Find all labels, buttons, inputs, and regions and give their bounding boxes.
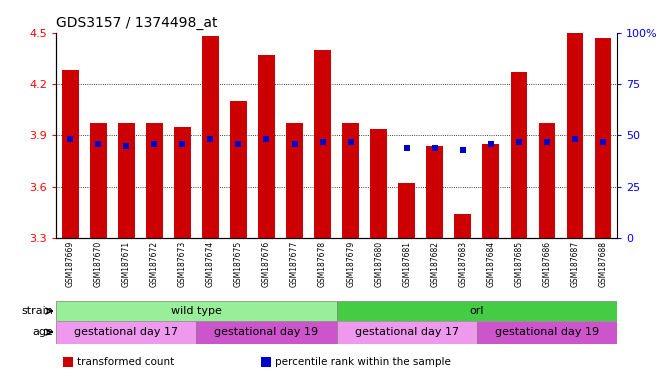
- Text: GSM187681: GSM187681: [402, 241, 411, 287]
- Point: [289, 141, 300, 147]
- Text: percentile rank within the sample: percentile rank within the sample: [275, 357, 451, 367]
- Bar: [337, 301, 617, 321]
- Bar: [197, 321, 337, 344]
- Point: [401, 145, 412, 151]
- Bar: [398, 183, 415, 238]
- Text: age: age: [32, 327, 53, 337]
- Point: [430, 145, 440, 151]
- Point: [513, 139, 524, 145]
- Bar: [595, 38, 611, 238]
- Text: strain: strain: [21, 306, 53, 316]
- Bar: [174, 127, 191, 238]
- Text: gestational day 19: gestational day 19: [214, 327, 319, 337]
- Point: [457, 147, 468, 153]
- Bar: [370, 129, 387, 238]
- Bar: [117, 123, 135, 238]
- Text: GSM187670: GSM187670: [94, 241, 103, 288]
- Text: GSM187674: GSM187674: [206, 241, 215, 288]
- Point: [261, 136, 272, 142]
- Text: GSM187669: GSM187669: [65, 241, 75, 288]
- Bar: [286, 123, 303, 238]
- Bar: [62, 70, 79, 238]
- Text: GSM187683: GSM187683: [458, 241, 467, 287]
- Text: GSM187686: GSM187686: [543, 241, 552, 287]
- Bar: [202, 36, 218, 238]
- Text: wild type: wild type: [171, 306, 222, 316]
- Bar: [56, 301, 337, 321]
- Text: gestational day 19: gestational day 19: [495, 327, 599, 337]
- Bar: [56, 321, 197, 344]
- Text: orl: orl: [470, 306, 484, 316]
- Text: GSM187688: GSM187688: [599, 241, 608, 287]
- Bar: [258, 55, 275, 238]
- Bar: [566, 33, 583, 238]
- Bar: [146, 123, 163, 238]
- Point: [177, 141, 187, 147]
- Bar: [454, 214, 471, 238]
- Text: GSM187671: GSM187671: [121, 241, 131, 287]
- Point: [65, 136, 75, 142]
- Point: [542, 139, 552, 145]
- Text: GSM187676: GSM187676: [262, 241, 271, 288]
- Point: [149, 141, 160, 147]
- Point: [570, 136, 580, 142]
- Bar: [90, 123, 106, 238]
- Point: [205, 136, 216, 142]
- Bar: [510, 72, 527, 238]
- Text: gestational day 17: gestational day 17: [74, 327, 178, 337]
- Text: transformed count: transformed count: [77, 357, 174, 367]
- Text: GSM187677: GSM187677: [290, 241, 299, 288]
- Text: GSM187673: GSM187673: [178, 241, 187, 288]
- Bar: [426, 146, 443, 238]
- Text: GSM187684: GSM187684: [486, 241, 496, 287]
- Point: [486, 141, 496, 147]
- Text: GSM187685: GSM187685: [514, 241, 523, 287]
- Point: [317, 139, 328, 145]
- Bar: [477, 321, 617, 344]
- Point: [121, 142, 131, 149]
- Bar: [482, 144, 499, 238]
- Point: [598, 139, 609, 145]
- Text: GSM187682: GSM187682: [430, 241, 440, 287]
- Bar: [539, 123, 556, 238]
- Bar: [230, 101, 247, 238]
- Bar: [342, 123, 359, 238]
- Bar: [314, 50, 331, 238]
- Text: GSM187675: GSM187675: [234, 241, 243, 288]
- Point: [93, 141, 104, 147]
- Text: GSM187678: GSM187678: [318, 241, 327, 287]
- Text: gestational day 17: gestational day 17: [354, 327, 459, 337]
- Text: GSM187679: GSM187679: [346, 241, 355, 288]
- Bar: [337, 321, 477, 344]
- Point: [233, 141, 244, 147]
- Text: GSM187680: GSM187680: [374, 241, 383, 287]
- Point: [345, 139, 356, 145]
- Text: GSM187687: GSM187687: [570, 241, 579, 287]
- Text: GSM187672: GSM187672: [150, 241, 159, 287]
- Text: GDS3157 / 1374498_at: GDS3157 / 1374498_at: [56, 16, 218, 30]
